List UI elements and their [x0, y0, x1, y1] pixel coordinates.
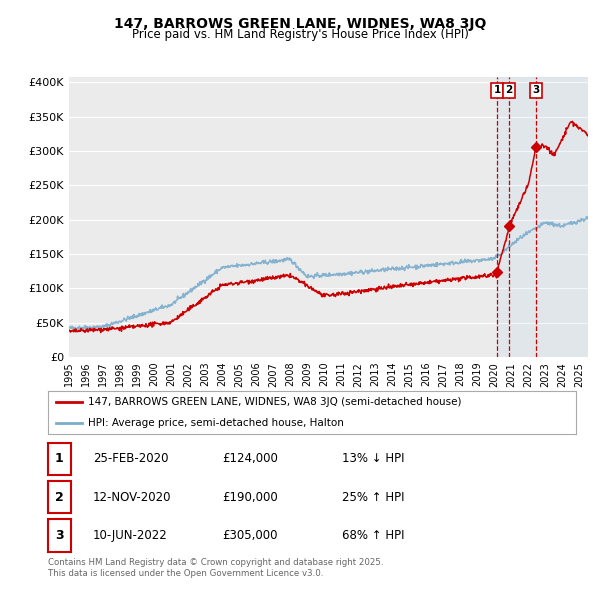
- Text: £124,000: £124,000: [222, 452, 278, 466]
- Text: 3: 3: [55, 529, 64, 542]
- Text: 12-NOV-2020: 12-NOV-2020: [93, 490, 172, 504]
- Text: Contains HM Land Registry data © Crown copyright and database right 2025.
This d: Contains HM Land Registry data © Crown c…: [48, 558, 383, 578]
- Text: 147, BARROWS GREEN LANE, WIDNES, WA8 3JQ: 147, BARROWS GREEN LANE, WIDNES, WA8 3JQ: [114, 17, 486, 31]
- Text: 25% ↑ HPI: 25% ↑ HPI: [342, 490, 404, 504]
- Text: HPI: Average price, semi-detached house, Halton: HPI: Average price, semi-detached house,…: [88, 418, 343, 428]
- Text: £305,000: £305,000: [222, 529, 277, 542]
- Text: £190,000: £190,000: [222, 490, 278, 504]
- Text: Price paid vs. HM Land Registry's House Price Index (HPI): Price paid vs. HM Land Registry's House …: [131, 28, 469, 41]
- Text: 68% ↑ HPI: 68% ↑ HPI: [342, 529, 404, 542]
- Text: 1: 1: [55, 452, 64, 466]
- Text: 147, BARROWS GREEN LANE, WIDNES, WA8 3JQ (semi-detached house): 147, BARROWS GREEN LANE, WIDNES, WA8 3JQ…: [88, 397, 461, 407]
- Text: 2: 2: [506, 86, 513, 96]
- Bar: [497, 77, 588, 357]
- Text: 25-FEB-2020: 25-FEB-2020: [93, 452, 169, 466]
- Text: 13% ↓ HPI: 13% ↓ HPI: [342, 452, 404, 466]
- Text: 3: 3: [532, 86, 540, 96]
- Text: 10-JUN-2022: 10-JUN-2022: [93, 529, 168, 542]
- Text: 2: 2: [55, 490, 64, 504]
- Text: 1: 1: [493, 86, 500, 96]
